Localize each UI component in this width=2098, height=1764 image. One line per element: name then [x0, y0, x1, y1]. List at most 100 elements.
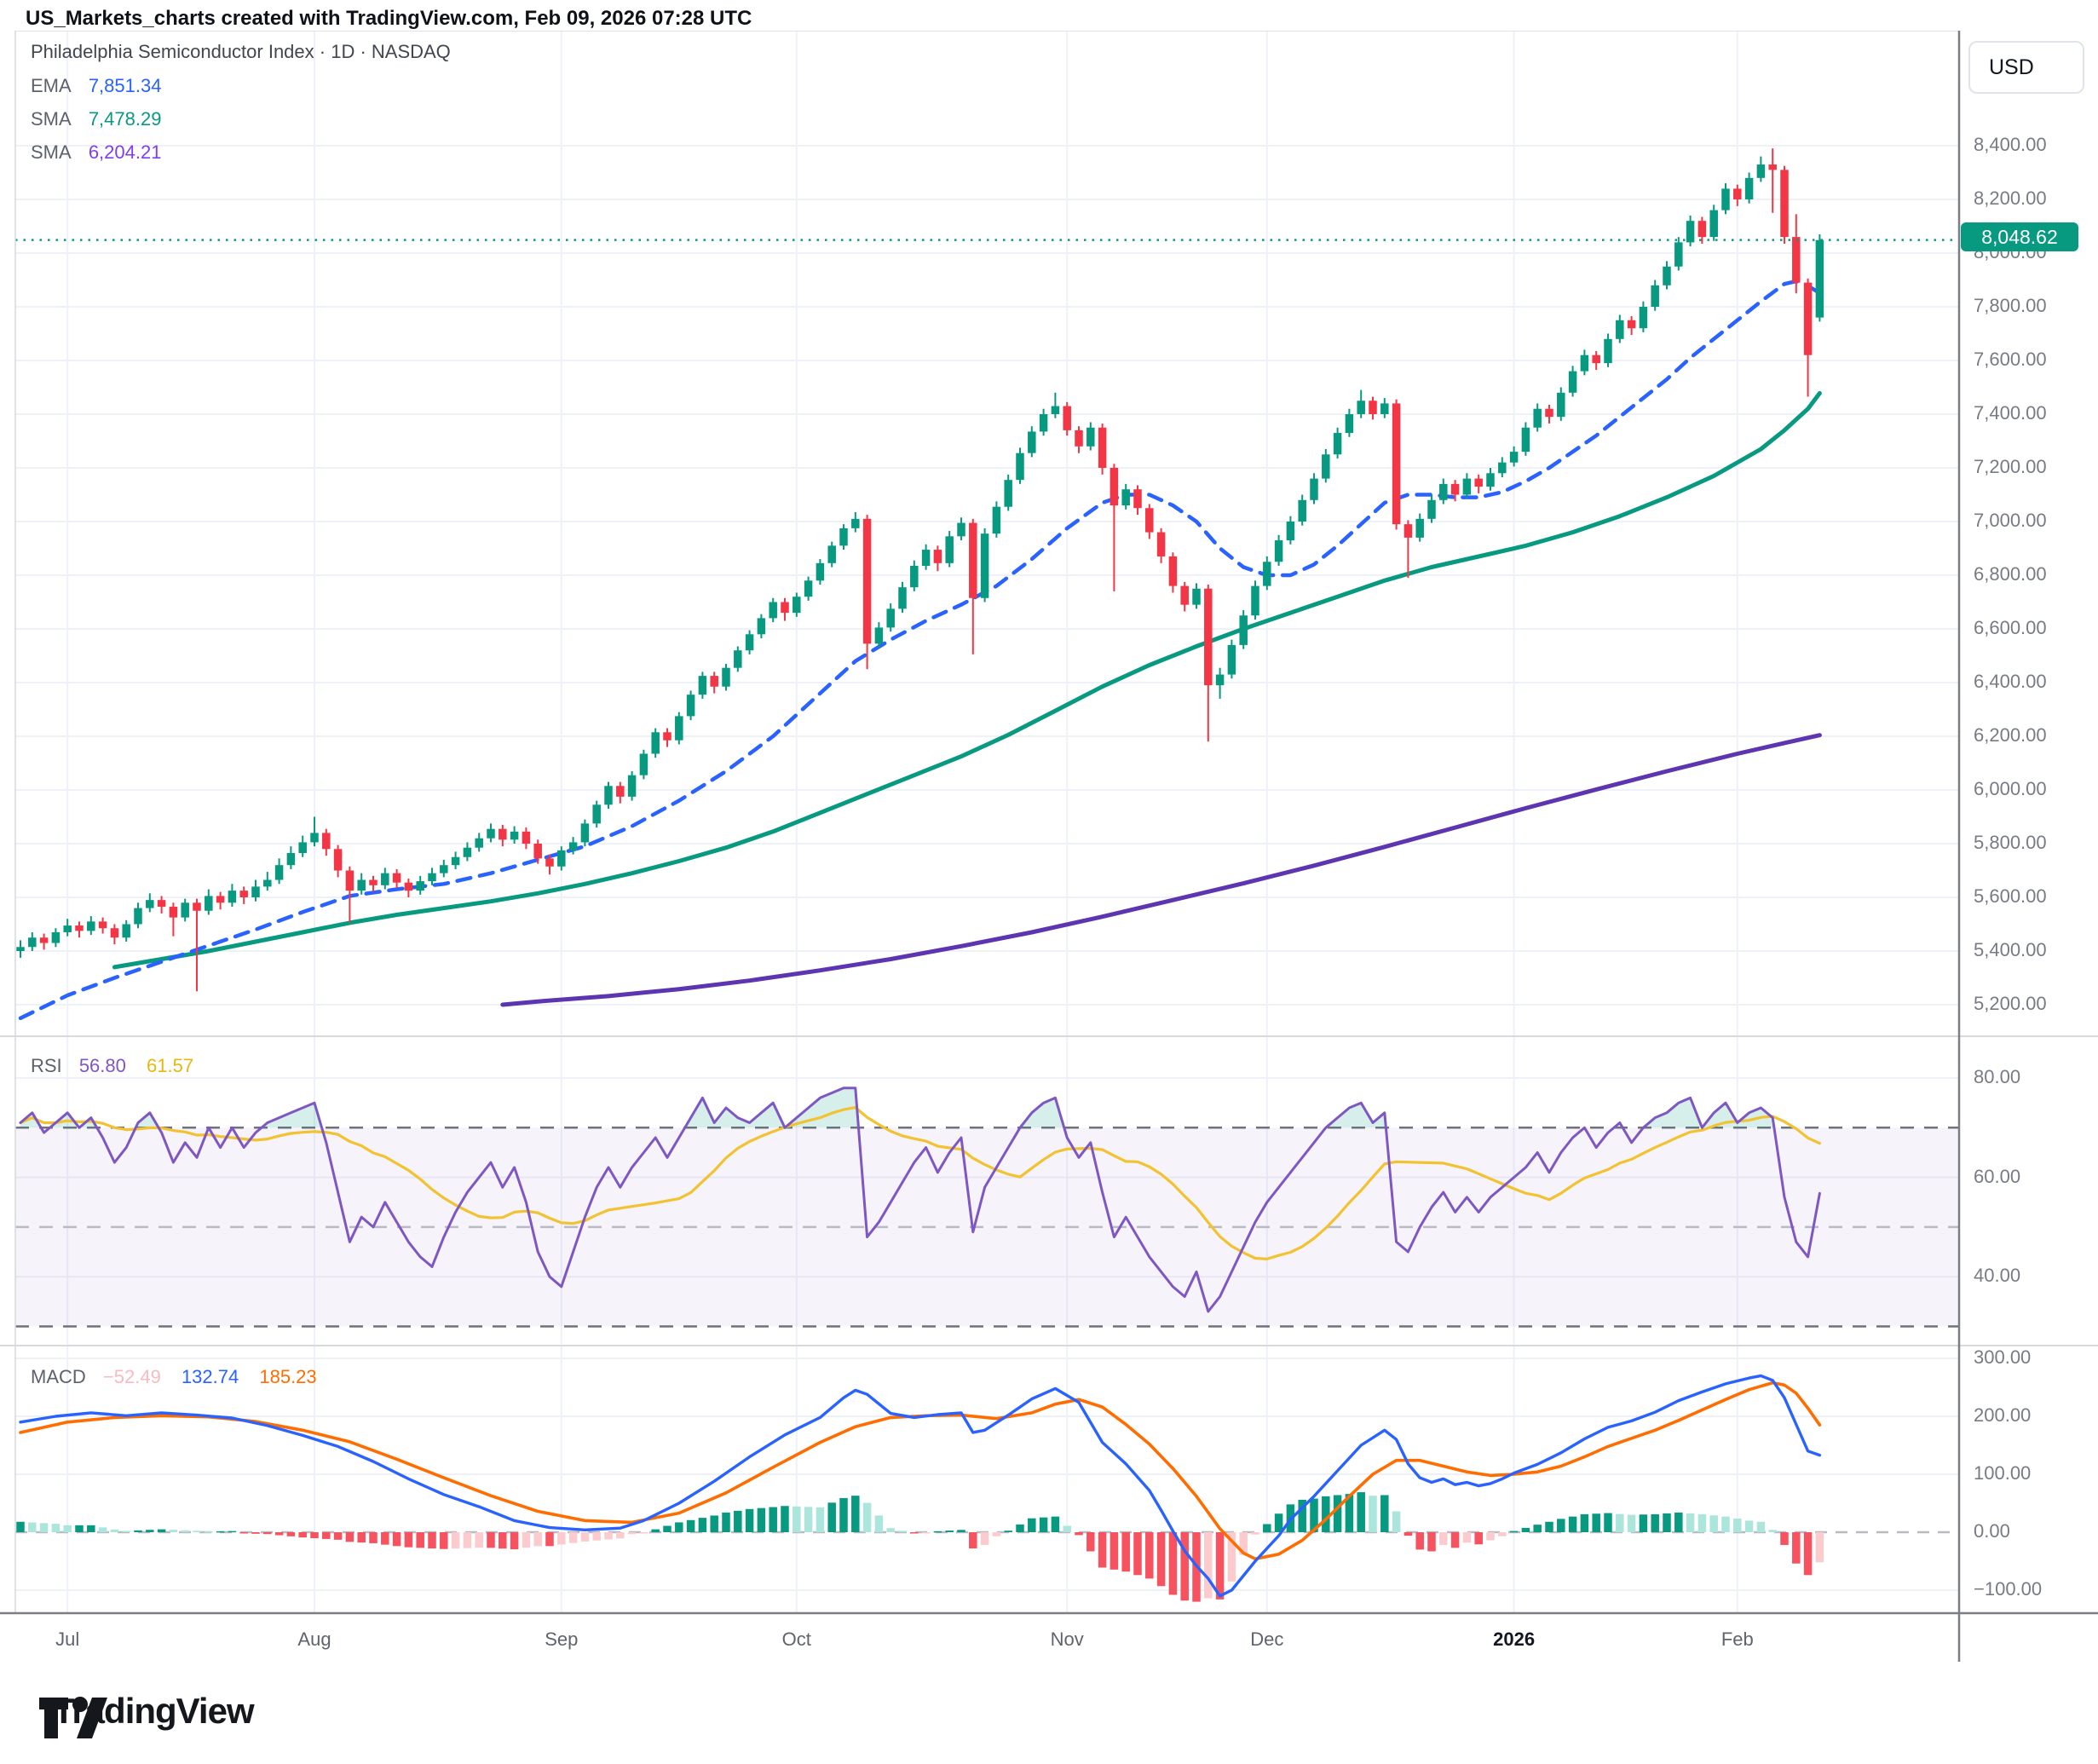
- macd-histogram-bar: [992, 1532, 1001, 1536]
- tradingview-logo-icon: [39, 1697, 107, 1738]
- macd-histogram-bar: [781, 1506, 789, 1532]
- candle-body: [1415, 518, 1424, 538]
- candle-body: [1697, 221, 1707, 238]
- macd-histogram-bar: [1156, 1532, 1166, 1587]
- macd-histogram-bar: [1227, 1532, 1236, 1582]
- macd-histogram-bar: [1274, 1513, 1283, 1532]
- macd-histogram-bar: [816, 1507, 825, 1532]
- candle-body: [745, 634, 754, 651]
- macd-histogram-bar: [286, 1532, 296, 1536]
- candle-body: [816, 562, 825, 581]
- macd-histogram-bar: [1521, 1527, 1530, 1532]
- macd-histogram-bar: [1439, 1532, 1448, 1545]
- macd-histogram-bar: [1239, 1532, 1248, 1555]
- macd-histogram-bar: [181, 1530, 189, 1532]
- currency-selector[interactable]: USD: [1968, 41, 2084, 94]
- candle-body: [568, 842, 578, 850]
- macd-histogram-bar: [75, 1525, 84, 1532]
- rsi-overbought-fill: [1020, 1098, 1064, 1128]
- candle-body: [1498, 462, 1507, 474]
- candle-body: [1168, 556, 1178, 586]
- chart-area[interactable]: Philadelphia Semiconductor Index · 1D · …: [0, 31, 2098, 1662]
- macd-signal-line: [19, 1381, 1822, 1561]
- chart-canvas[interactable]: [0, 31, 2098, 1662]
- candle-body: [874, 627, 884, 644]
- sma200-line: [500, 733, 1822, 1007]
- candle-body: [63, 925, 72, 932]
- macd-histogram-bar: [122, 1531, 130, 1532]
- macd-histogram-bar: [568, 1532, 578, 1543]
- macd-histogram-bar: [1663, 1513, 1671, 1532]
- candle-body: [1110, 468, 1119, 506]
- candle-body: [416, 881, 424, 891]
- candle-body: [1333, 433, 1342, 455]
- candle-body: [122, 924, 130, 938]
- candle-body: [827, 545, 836, 563]
- macd-legend[interactable]: MACD −52.49 132.74 185.23: [31, 1366, 317, 1388]
- macd-histogram-bar: [522, 1532, 531, 1548]
- candle-body: [1133, 489, 1142, 509]
- candle-body: [274, 865, 284, 880]
- macd-histogram-bar: [310, 1532, 319, 1539]
- candle-body: [1298, 499, 1306, 522]
- candle-body: [499, 828, 507, 840]
- macd-histogram-bar: [898, 1531, 907, 1532]
- macd-histogram-bar: [533, 1532, 542, 1547]
- candle-body: [157, 900, 166, 908]
- candle-body: [381, 873, 389, 885]
- macd-histogram-bar: [499, 1532, 507, 1549]
- candle-body: [1380, 403, 1389, 414]
- candle-body: [769, 602, 777, 619]
- candle-body: [1016, 453, 1024, 481]
- macd-histogram-bar: [1803, 1532, 1813, 1576]
- candle-body: [1392, 403, 1401, 525]
- macd-histogram-bar: [87, 1525, 95, 1532]
- macd-histogram-bar: [1721, 1516, 1730, 1532]
- candle-body: [440, 865, 448, 873]
- macd-histogram-bar: [1756, 1521, 1766, 1532]
- macd-histogram-bar: [675, 1522, 683, 1532]
- macd-histogram-bar: [1403, 1532, 1413, 1536]
- candle-body: [1663, 266, 1671, 285]
- candle-body: [1651, 285, 1659, 307]
- candle-body: [451, 856, 460, 866]
- candle-body: [639, 753, 648, 775]
- macd-histogram-bar: [345, 1532, 354, 1542]
- candle-body: [793, 597, 801, 614]
- macd-histogram-bar: [1780, 1532, 1789, 1545]
- candle-body: [98, 921, 107, 929]
- sma50-legend[interactable]: SMA 7,478.29: [31, 108, 161, 130]
- macd-histogram-bar: [134, 1530, 142, 1532]
- ema-legend[interactable]: EMA 7,851.34: [31, 75, 161, 97]
- candle-body: [75, 925, 84, 931]
- rsi-legend[interactable]: RSI 56.80 61.57: [31, 1055, 193, 1077]
- macd-histogram-bar: [980, 1532, 989, 1545]
- macd-histogram-bar: [1545, 1521, 1553, 1532]
- candle-body: [1768, 164, 1777, 170]
- candle-body: [1427, 499, 1436, 519]
- candle-body: [545, 858, 554, 867]
- ema-label: EMA: [31, 75, 72, 96]
- candle-body: [686, 695, 695, 717]
- candle-body: [228, 891, 237, 903]
- macd-histogram-bar: [851, 1496, 860, 1532]
- macd-histogram-bar: [957, 1530, 965, 1532]
- macd-histogram-bar: [616, 1532, 625, 1539]
- candle-body: [1462, 478, 1472, 495]
- macd-label: MACD: [31, 1366, 86, 1387]
- sma200-legend[interactable]: SMA 6,204.21: [31, 141, 161, 164]
- candle-body: [205, 896, 213, 911]
- macd-histogram-bar: [146, 1530, 154, 1532]
- candle-body: [1192, 588, 1201, 605]
- tradingview-logo[interactable]: TradingView: [37, 1691, 255, 1738]
- macd-histogram-bar: [793, 1506, 801, 1532]
- candle-body: [1215, 674, 1225, 686]
- candle-body: [322, 833, 331, 850]
- candle-body: [193, 902, 201, 911]
- macd-histogram-bar: [1509, 1531, 1519, 1533]
- macd-histogram-bar: [216, 1531, 225, 1533]
- macd-histogram-bar: [63, 1525, 72, 1532]
- candle-body: [839, 527, 848, 546]
- candle-body: [1803, 282, 1813, 355]
- macd-histogram-bar: [1486, 1532, 1495, 1541]
